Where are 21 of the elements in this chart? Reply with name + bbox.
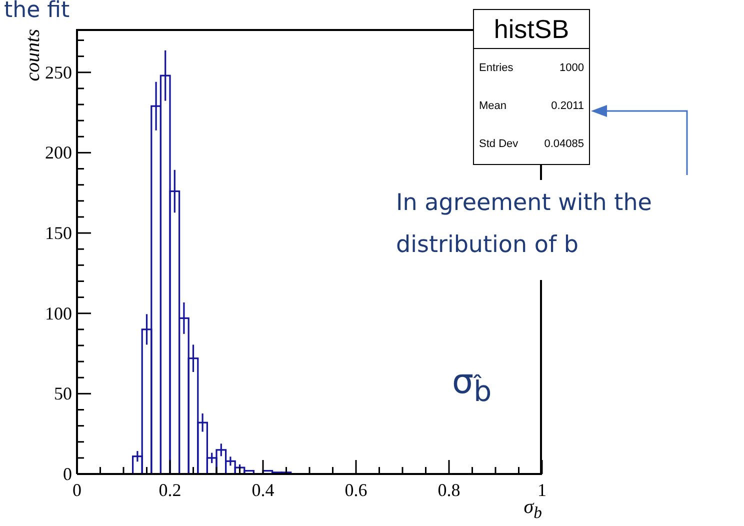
annotation: Entries xyxy=(479,62,514,74)
annotation: σ$_{b̂}$ xyxy=(452,362,492,408)
y-tick-label: 100 xyxy=(45,303,72,324)
x-tick-label: 0.2 xyxy=(158,480,182,500)
y-tick-label: 200 xyxy=(45,142,72,163)
x-tick-label: 0.6 xyxy=(344,480,368,500)
chart-title: the fit xyxy=(4,0,70,23)
y-tick-label: 150 xyxy=(45,223,72,244)
annotation: In agreement with the distribution of b xyxy=(396,189,653,260)
text: 0.2011 xyxy=(551,100,584,112)
annotation: Mean xyxy=(479,100,507,112)
x-tick-label: 0.4 xyxy=(252,480,274,500)
x-tick-label: 0.8 xyxy=(438,480,460,500)
y-tick-label: 50 xyxy=(54,384,72,404)
text: 0.04085 xyxy=(544,138,584,150)
text: 1000 xyxy=(560,62,584,74)
y-tick-label: 250 xyxy=(45,62,72,82)
annotation: histSB xyxy=(474,10,589,49)
y-tick-label: 0 xyxy=(63,464,72,484)
annotation: Std Dev xyxy=(479,138,518,150)
y-axis-title: counts xyxy=(22,29,45,82)
